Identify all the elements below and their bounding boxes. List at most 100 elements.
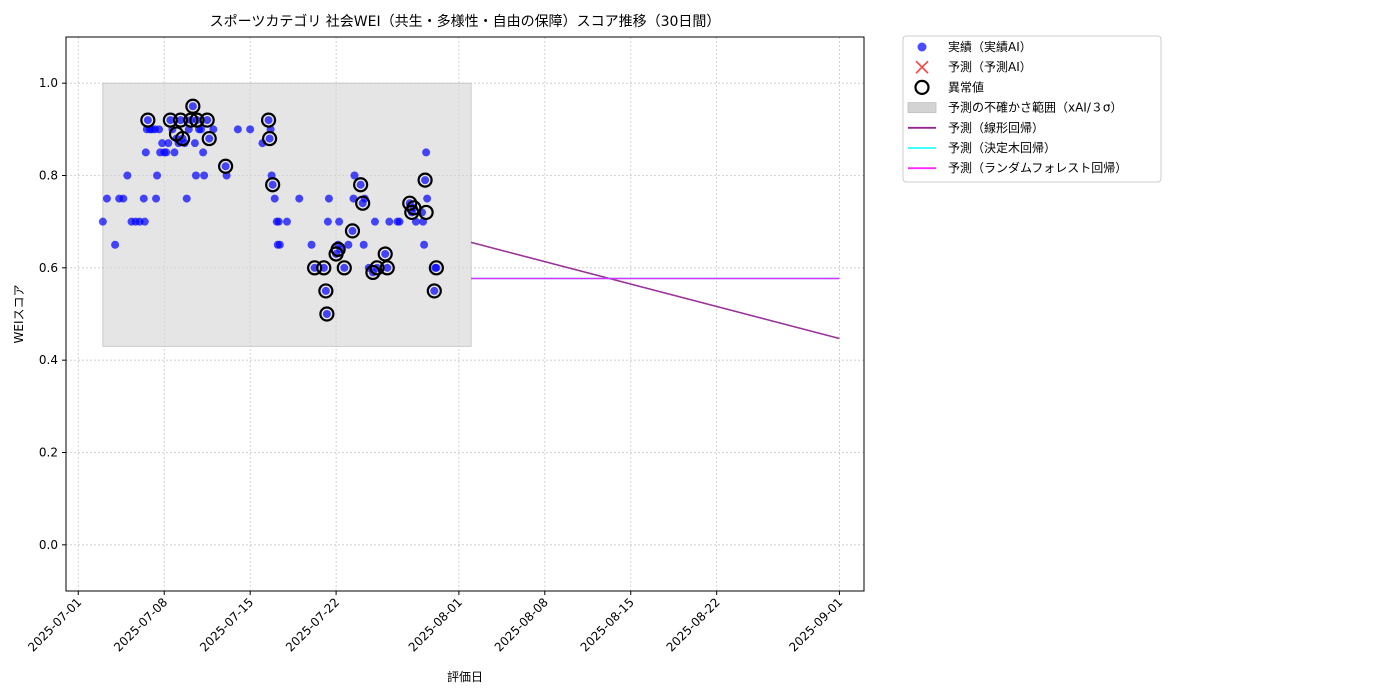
actual-point [140,217,149,226]
actual-point [200,171,209,180]
actual-point [270,194,279,203]
actual-point [274,217,283,226]
x-tick-label: 2025-08-08 [492,595,551,654]
actual-point [335,217,344,226]
actual-point [348,226,357,235]
legend-label: 実績（実績AI） [948,39,1032,54]
actual-point [111,240,120,249]
actual-point [420,240,429,249]
y-tick-label: 0.2 [39,446,58,460]
actual-point [323,217,332,226]
actual-point [268,180,277,189]
anomaly-ring [330,241,346,257]
y-tick-label: 0.6 [39,261,58,275]
actual-point [383,263,392,272]
actual-point [123,171,132,180]
anomaly-ring [319,306,335,322]
actual-point [275,240,284,249]
y-axis-title: WEIスコア [12,285,26,344]
legend-label: 予測（ランダムフォレスト回帰） [948,160,1127,175]
y-axis: 0.0 0.2 0.4 0.6 0.8 1.0 [39,76,66,552]
x-tick-label: 2025-08-01 [406,595,465,654]
actual-point [395,217,404,226]
forecast-lines-layer [470,241,840,340]
legend-box [902,35,1162,183]
actual-point [139,194,148,203]
actual-point [321,286,330,295]
x-axis-title: 評価日 [447,669,483,684]
actual-point [166,116,175,125]
actual-point [370,217,379,226]
actual-point [432,263,441,272]
actual-point [98,217,107,226]
actual-point [359,240,368,249]
actual-point [381,249,390,258]
legend-label: 異常値 [948,79,984,94]
actual-point [141,148,150,157]
legend-ring-icon [914,79,930,96]
anomaly-ring [353,177,369,193]
anomaly-ring [307,260,323,276]
y-tick-label: 0.8 [39,169,58,183]
actual-point [322,310,331,318]
actual-point [307,240,316,249]
actual-point [349,194,358,203]
anomaly-ring [336,260,352,276]
actual-point [205,134,214,143]
actual-point [162,148,171,157]
actual-point [188,102,197,111]
legend-cross-icon [915,60,929,74]
anomaly-ring [344,223,361,239]
anomaly-ring [417,172,433,188]
actual-point [423,194,432,203]
y-tick-label: 0.4 [39,353,58,367]
actual-point [282,217,291,226]
actual-point [191,171,200,180]
actual-point [221,162,230,171]
actual-point [264,116,273,125]
actual-point [246,125,255,134]
actual-point [153,171,162,180]
anomaly-ring [218,158,234,174]
anomaly-ring [316,260,332,276]
actual-point [182,194,191,203]
anomaly-ring [379,260,395,276]
legend-label: 予測（線形回帰） [948,120,1044,135]
actual-point [143,116,152,125]
x-tick-label: 2025-07-01 [25,595,84,654]
actual-point [421,176,430,185]
x-tick-label: 2025-08-22 [664,595,723,654]
actual-point [430,286,439,295]
actual-point [190,139,199,148]
actual-point [203,116,212,125]
actual-point [119,194,128,203]
x-tick-label: 2025-07-15 [197,595,256,654]
actual-point [324,194,333,203]
actual-point [295,194,304,203]
y-tick-label: 1.0 [39,76,58,90]
anomaly-ring [402,195,418,211]
plot-frame [65,36,865,592]
actual-point [158,139,167,148]
anomaly-ring [185,98,201,114]
actual-point [350,171,359,180]
y-tick-label: 0.0 [39,538,58,552]
chart-title: スポーツカテゴリ 社会WEI（共生・多様性・自由の保障）スコア推移（30日間） [210,13,721,30]
actual-point [152,194,161,203]
actual-point [155,125,164,134]
actual-point [176,116,185,125]
anomaly-rings-layer [140,98,444,322]
anomaly-ring [199,112,215,128]
actual-point [233,125,242,134]
actual-point [385,217,394,226]
actual-point [340,263,349,272]
anomaly-ring [318,283,334,299]
anomaly-ring [189,112,205,128]
anomaly-ring [260,112,277,128]
actual-point [164,139,173,148]
anomaly-ring [172,112,189,128]
forecast-line [470,241,840,340]
x-tick-label: 2025-08-15 [578,595,637,654]
x-axis: 2025-07-01 2025-07-08 2025-07-15 2025-07-22… [25,591,846,654]
